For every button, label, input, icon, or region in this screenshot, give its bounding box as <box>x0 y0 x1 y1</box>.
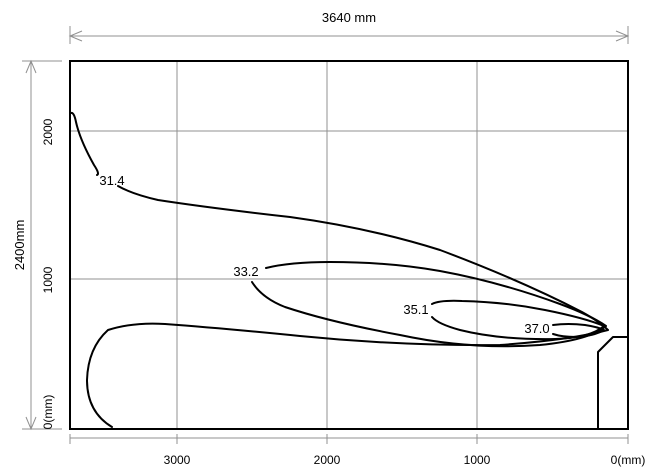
height-label: 2400mm <box>12 220 27 271</box>
x-tick-1000: 1000 <box>464 453 491 467</box>
contour-label-31-4: 31.4 <box>99 173 124 188</box>
width-dimension: 3640 mm <box>68 10 630 44</box>
grid <box>70 61 628 429</box>
contour-label-35-1: 35.1 <box>403 302 428 317</box>
y-axis: 2000 1000 0(mm) <box>41 118 55 429</box>
height-dimension: 2400mm <box>12 59 62 431</box>
plot-frame <box>69 60 629 430</box>
x-axis: 3000 2000 1000 0(mm) <box>69 434 646 467</box>
x-tick-3000: 3000 <box>164 453 191 467</box>
x-tick-2000: 2000 <box>314 453 341 467</box>
x-tick-0: 0(mm) <box>611 453 646 467</box>
y-tick-0: 0(mm) <box>41 395 55 430</box>
contour-35-1 <box>431 299 605 341</box>
contour-33-2 <box>251 261 607 348</box>
contour-label-37-0: 37.0 <box>524 321 549 336</box>
y-tick-1000: 1000 <box>41 266 55 293</box>
contour-31-4 <box>70 111 609 428</box>
y-tick-2000: 2000 <box>41 118 55 145</box>
width-label: 3640 mm <box>322 10 376 25</box>
outlet-outline <box>597 336 629 430</box>
contour-37-0 <box>552 323 605 338</box>
contour-label-33-2: 33.2 <box>233 264 258 279</box>
